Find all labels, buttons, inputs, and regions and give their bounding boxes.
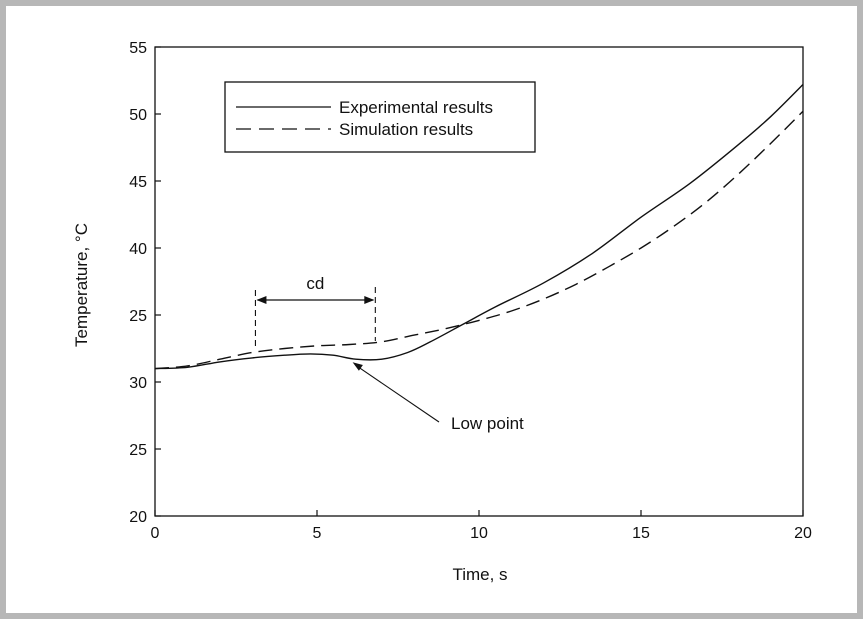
interval-label: cd [306, 274, 324, 293]
x-tick-label: 0 [151, 525, 160, 542]
y-tick-label: 25 [129, 442, 147, 459]
x-tick-label: 20 [794, 525, 812, 542]
interval-arrowhead-right [364, 296, 375, 304]
y-tick-label: 45 [129, 174, 147, 191]
y-axis-label: Temperature, °C [72, 223, 91, 347]
y-tick-label: 25 [129, 308, 147, 325]
temperature-chart: 0 5 10 15 20 20 25 30 25 40 45 50 55 cd Low point Exp… [72, 40, 812, 584]
legend: Experimental results Simulation results [224, 81, 536, 153]
series-line-simulation [154, 110, 804, 370]
x-tick-label: 10 [470, 525, 488, 542]
legend-label-experimental: Experimental results [339, 98, 493, 117]
y-tick-label: 20 [129, 509, 147, 526]
series-group [154, 84, 804, 370]
low-point-arrowhead [352, 362, 363, 371]
annotation-group: cd Low point [254, 274, 524, 433]
y-tick-label: 30 [129, 375, 147, 392]
ticks-group: 0 5 10 15 20 20 25 30 25 40 45 50 55 [129, 40, 812, 542]
x-tick-label: 5 [313, 525, 322, 542]
series-line-experimental [154, 84, 804, 370]
x-axis-label: Time, s [452, 565, 507, 584]
x-tick-label: 15 [632, 525, 650, 542]
y-tick-label: 50 [129, 107, 147, 124]
legend-label-simulation: Simulation results [339, 120, 473, 139]
interval-arrowhead-left [256, 296, 267, 304]
low-point-leader-line [355, 364, 440, 423]
y-tick-label: 55 [129, 40, 147, 57]
low-point-label: Low point [451, 414, 524, 433]
legend-box [224, 81, 536, 153]
y-tick-label: 40 [129, 241, 147, 258]
